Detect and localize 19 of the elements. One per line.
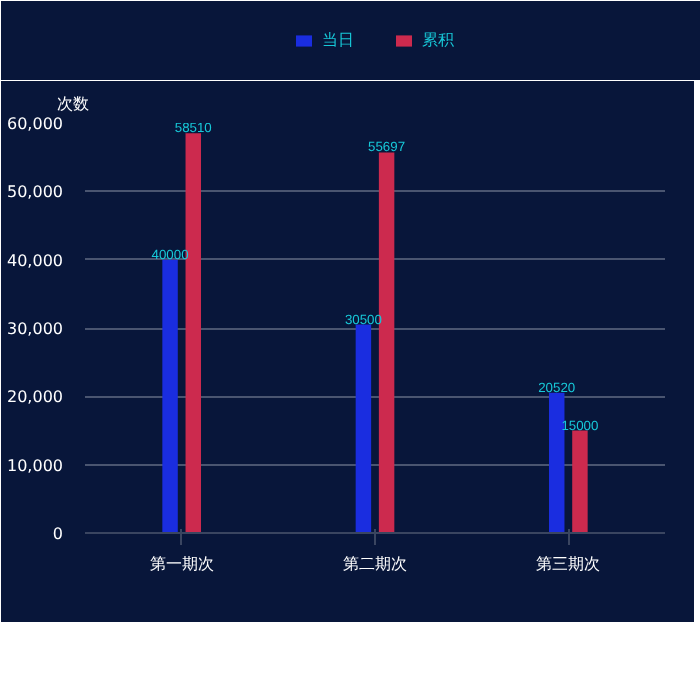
y-tick-label: 60,000 — [7, 115, 64, 133]
bar — [572, 430, 588, 533]
bar — [162, 259, 178, 533]
y-tick-label: 50,000 — [7, 183, 64, 202]
legend-label: 累积 — [422, 29, 456, 51]
y-tick-label: 20,000 — [7, 388, 64, 407]
y-axis-title: 次数 — [57, 95, 89, 113]
x-tick-label: 第二期次 — [343, 555, 407, 573]
bar — [378, 152, 395, 533]
x-tick-label: 第三期次 — [536, 555, 601, 573]
x-tick-label: 第一期次 — [149, 555, 214, 573]
bar — [185, 133, 201, 533]
y-tick-label: 0 — [52, 525, 64, 543]
y-tick-label: 10,000 — [7, 456, 64, 475]
y-tick-label: 30,000 — [7, 320, 64, 338]
legend-label: 当日 — [322, 29, 356, 51]
bar — [549, 392, 565, 533]
y-tick-label: 40,000 — [7, 251, 64, 270]
bar — [355, 324, 372, 533]
